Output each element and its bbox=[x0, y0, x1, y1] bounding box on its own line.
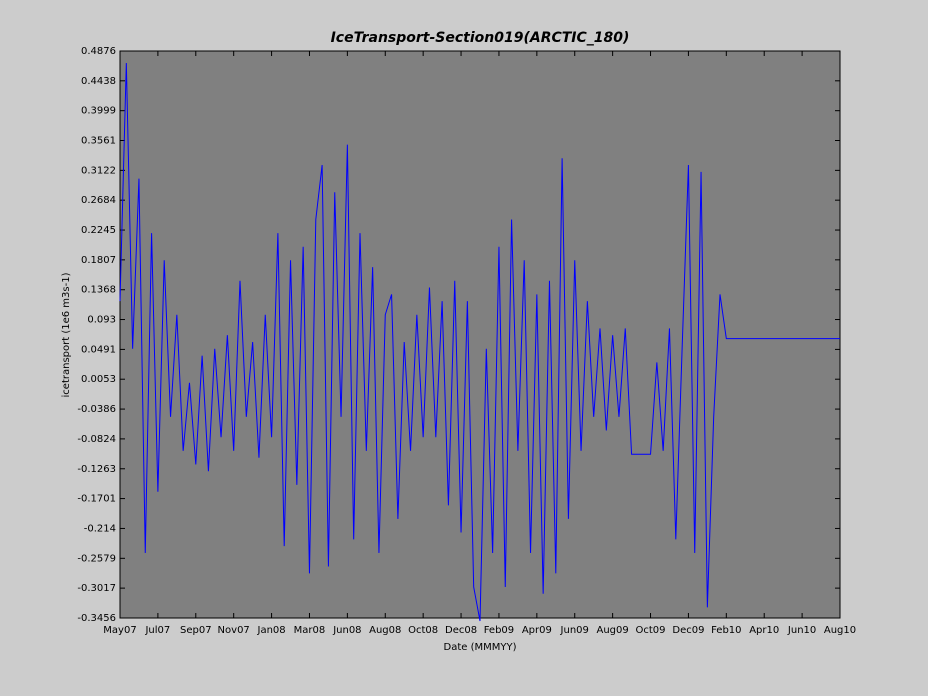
y-tick-label: 0.1368 bbox=[81, 285, 116, 296]
data-line bbox=[119, 62, 840, 622]
y-tick-label: -0.2579 bbox=[77, 553, 116, 564]
x-tick-label: Dec09 bbox=[672, 625, 704, 636]
x-axis-label: Date (MMMYY) bbox=[444, 642, 517, 653]
y-tick-label: 0.4876 bbox=[81, 46, 116, 57]
y-tick-label: -0.0386 bbox=[77, 404, 116, 415]
y-tick-label: -0.1701 bbox=[77, 494, 116, 505]
x-tick-label: Sep07 bbox=[180, 625, 212, 636]
y-tick-label: -0.0824 bbox=[77, 434, 116, 445]
x-tick-label: Jul07 bbox=[144, 625, 170, 636]
y-tick-label: 0.3999 bbox=[81, 106, 116, 117]
x-tick-label: Jan08 bbox=[257, 625, 286, 636]
x-tick-label: Feb09 bbox=[484, 625, 514, 636]
y-tick-label: 0.3122 bbox=[81, 165, 116, 176]
x-tick-label: Oct08 bbox=[408, 625, 438, 636]
y-tick-label: -0.3017 bbox=[77, 583, 116, 594]
x-tick-label: Feb10 bbox=[711, 625, 741, 636]
chart-title: IceTransport-Section019(ARCTIC_180) bbox=[331, 30, 630, 46]
x-tick-label: Apr10 bbox=[749, 625, 779, 636]
x-tick-label: May07 bbox=[103, 625, 136, 636]
x-tick-label: Aug09 bbox=[596, 625, 628, 636]
x-tick-label: Jun09 bbox=[560, 625, 589, 636]
y-tick-label: 0.2684 bbox=[81, 195, 116, 206]
x-tick-label: Mar08 bbox=[294, 625, 326, 636]
x-tick-label: Nov07 bbox=[218, 625, 250, 636]
x-tick-label: Dec08 bbox=[445, 625, 477, 636]
y-tick-label: 0.3561 bbox=[81, 135, 116, 146]
y-tick-label: 0.1807 bbox=[81, 255, 116, 266]
x-tick-label: Aug08 bbox=[369, 625, 401, 636]
x-tick-label: Aug10 bbox=[824, 625, 856, 636]
y-axis-label: icetransport (1e6 m3s-1) bbox=[61, 272, 72, 397]
y-tick-label: 0.0491 bbox=[81, 344, 116, 355]
y-tick-label: 0.2245 bbox=[81, 225, 116, 236]
y-tick-label: 0.4438 bbox=[81, 76, 116, 87]
y-tick-label: 0.0053 bbox=[81, 374, 116, 385]
y-tick-label: -0.214 bbox=[84, 523, 116, 534]
x-tick-label: Jun08 bbox=[332, 625, 361, 636]
y-tick-label: 0.093 bbox=[87, 315, 116, 326]
x-tick-label: Oct09 bbox=[636, 625, 666, 636]
y-tick-label: -0.3456 bbox=[77, 613, 116, 624]
x-tick-label: Apr09 bbox=[522, 625, 552, 636]
plot-area bbox=[119, 50, 841, 619]
y-tick-label: -0.1263 bbox=[77, 464, 116, 475]
x-tick-label: Jun10 bbox=[787, 625, 816, 636]
